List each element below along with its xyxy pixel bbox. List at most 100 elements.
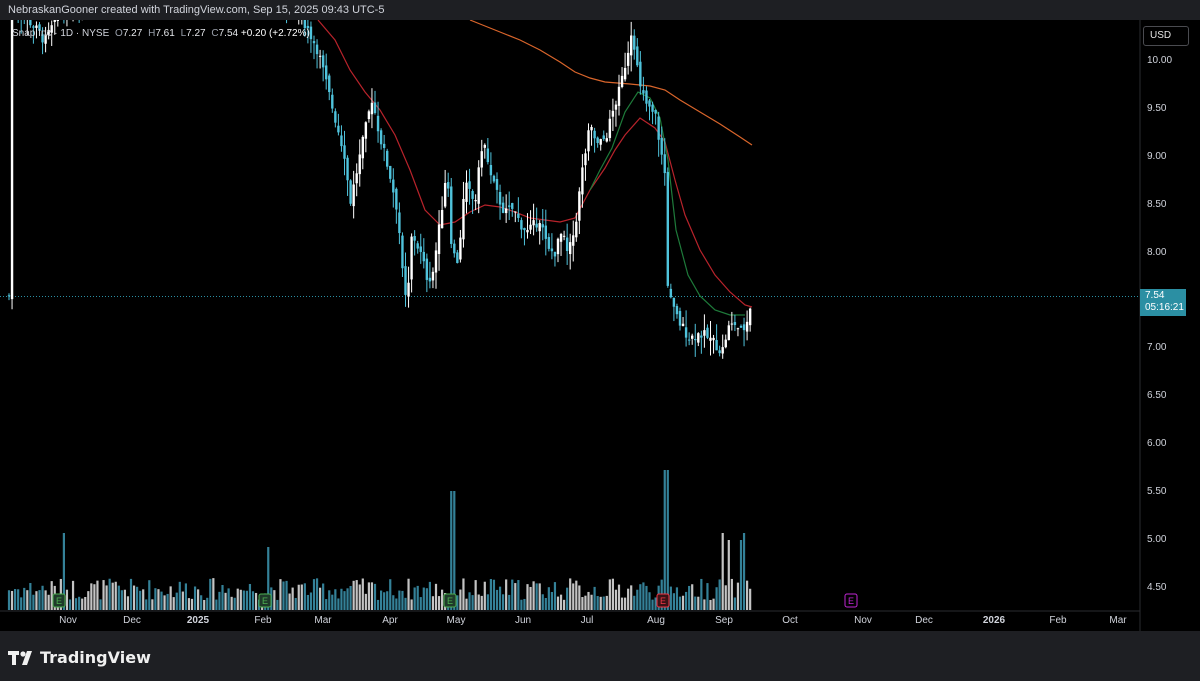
symbol-legend[interactable]: Snap Inc · 1D · NYSE O7.27 H7.61 L7.27 C… bbox=[12, 28, 310, 39]
candle-body bbox=[578, 191, 581, 221]
volume-bar bbox=[300, 584, 303, 610]
volume-bar bbox=[669, 586, 672, 610]
volume-bar bbox=[678, 596, 682, 610]
candle-body bbox=[419, 246, 422, 252]
candle-body bbox=[538, 223, 541, 232]
volume-bar bbox=[35, 591, 38, 610]
volume-bar bbox=[404, 597, 407, 610]
volume-bar bbox=[733, 597, 736, 610]
volume-bar bbox=[200, 595, 203, 610]
currency-selector[interactable]: USD bbox=[1143, 26, 1189, 46]
volume-bar bbox=[553, 582, 557, 610]
candle-body bbox=[379, 130, 383, 145]
last-price-tag: 7.54 05:16:21 bbox=[1140, 289, 1186, 316]
volume-bar bbox=[383, 592, 386, 610]
candle-body bbox=[541, 224, 544, 228]
volume-bar bbox=[572, 583, 575, 610]
candle-body bbox=[739, 325, 743, 328]
candle-body bbox=[697, 333, 700, 343]
candle-body bbox=[413, 235, 416, 241]
candle-body bbox=[32, 26, 35, 28]
candle-body bbox=[349, 180, 352, 204]
candle-body bbox=[422, 251, 425, 262]
time-label: Sep bbox=[715, 615, 733, 626]
footer-bar: TradingView bbox=[0, 631, 1200, 681]
volume-bar bbox=[206, 597, 209, 610]
volume-bar bbox=[50, 581, 53, 610]
volume-bar bbox=[523, 598, 526, 610]
volume-bar bbox=[193, 586, 197, 610]
volume-bar bbox=[111, 582, 114, 610]
candle-body bbox=[550, 248, 554, 252]
volume-bar bbox=[596, 596, 599, 610]
candle-body bbox=[645, 90, 648, 104]
volume-bar bbox=[605, 595, 608, 610]
candle-body bbox=[544, 225, 547, 239]
volume-bar bbox=[337, 598, 340, 610]
earnings-marker[interactable]: E bbox=[656, 593, 670, 608]
candle-body bbox=[556, 238, 560, 255]
candle-body bbox=[608, 118, 612, 138]
candle-body bbox=[321, 55, 325, 68]
candle-body bbox=[593, 130, 596, 139]
volume-bar bbox=[114, 581, 117, 610]
volume-bar bbox=[254, 592, 258, 610]
volume-bar bbox=[486, 594, 489, 610]
earnings-marker-upcoming[interactable]: E bbox=[844, 593, 858, 608]
candle-body bbox=[486, 148, 490, 163]
volume-bar bbox=[602, 596, 605, 610]
volume-bar bbox=[215, 599, 218, 610]
time-label: Oct bbox=[782, 615, 798, 626]
earnings-marker[interactable]: E bbox=[258, 593, 272, 608]
volume-bar bbox=[700, 578, 703, 610]
candle-body bbox=[10, 20, 14, 300]
volume-bar bbox=[419, 597, 422, 610]
candle-body bbox=[575, 221, 578, 238]
volume-bar bbox=[547, 587, 550, 610]
earnings-marker[interactable]: E bbox=[52, 593, 66, 608]
credit-bar: NebraskanGooner created with TradingView… bbox=[0, 0, 1200, 20]
volume-bar bbox=[245, 590, 248, 610]
candle-body bbox=[453, 243, 456, 254]
candle-body bbox=[386, 150, 389, 167]
candle-body bbox=[691, 335, 694, 339]
volume-bar bbox=[123, 589, 126, 610]
volume-bars bbox=[7, 470, 752, 610]
volume-bar bbox=[102, 580, 105, 610]
low-label: L bbox=[180, 28, 187, 39]
volume-bar bbox=[697, 596, 700, 610]
earnings-marker[interactable]: E bbox=[443, 593, 457, 608]
candle-body bbox=[334, 111, 337, 123]
candle-body bbox=[508, 205, 511, 207]
chart-canvas[interactable]: E E E E E bbox=[0, 20, 1200, 631]
earnings-marker-label: E bbox=[848, 596, 854, 606]
candle-body bbox=[370, 102, 374, 115]
volume-bar bbox=[242, 590, 245, 610]
volume-bar bbox=[608, 579, 611, 610]
chart-area[interactable]: E E E E E bbox=[0, 20, 1200, 631]
candle-body bbox=[373, 102, 377, 114]
candle-body bbox=[596, 137, 599, 144]
candlesticks[interactable] bbox=[7, 20, 752, 359]
volume-bar bbox=[209, 578, 212, 610]
candle-body bbox=[447, 182, 450, 189]
volume-bar bbox=[120, 590, 123, 610]
volume-bar bbox=[642, 582, 645, 610]
price-tick: 4.50 bbox=[1147, 582, 1167, 593]
volume-bar bbox=[495, 589, 499, 610]
candle-body bbox=[715, 339, 718, 351]
volume-bar bbox=[288, 593, 291, 610]
tradingview-logo[interactable]: TradingView bbox=[8, 648, 151, 667]
volume-bar bbox=[395, 598, 398, 610]
candle-body bbox=[492, 175, 496, 182]
candle-body bbox=[581, 167, 584, 195]
volume-bar bbox=[108, 578, 111, 610]
symbol-name[interactable]: Snap Inc · 1D · NYSE bbox=[12, 28, 110, 39]
volume-bar bbox=[361, 578, 364, 610]
volume-bar bbox=[681, 595, 685, 610]
candle-body bbox=[730, 323, 734, 325]
candle-body bbox=[462, 198, 465, 240]
volume-bar bbox=[685, 591, 688, 610]
candle-body bbox=[474, 200, 477, 202]
volume-bar bbox=[529, 586, 532, 610]
